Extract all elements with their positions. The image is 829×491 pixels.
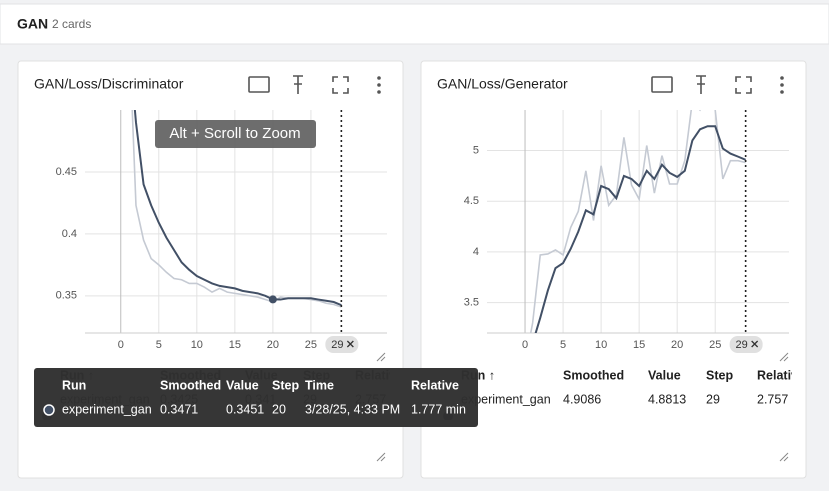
x-tick-label: 10 — [191, 339, 203, 351]
fit-domain-button[interactable] — [651, 76, 673, 93]
fullscreen-button[interactable] — [735, 76, 752, 94]
header-bar — [0, 3, 829, 45]
pin-button[interactable] — [696, 75, 706, 94]
table-cell: experiment_gan — [461, 392, 551, 406]
pin-button[interactable] — [293, 75, 303, 94]
tooltip-header: Smoothed — [160, 378, 221, 392]
x-tick-label: 15 — [633, 339, 645, 351]
card-count: 2 cards — [52, 17, 91, 31]
tooltip-cell: 1.777 min — [411, 402, 466, 416]
tooltip-bg — [34, 368, 478, 427]
step-chip-label: 29 — [331, 339, 343, 351]
tooltip-cell: 0.3471 — [160, 402, 198, 416]
tooltip-cell: 3/28/25, 4:33 PM — [305, 402, 400, 416]
tooltip-header: Relative — [411, 378, 459, 392]
table-cell: 29 — [706, 392, 720, 406]
fit-domain-button[interactable] — [248, 76, 270, 93]
smoothed-line — [534, 125, 747, 333]
zoom-hint: Alt + Scroll to Zoom — [169, 125, 300, 142]
table-cell: 4.9086 — [563, 392, 601, 406]
step-chip-label: 29 — [736, 339, 748, 351]
x-tick-label: 5 — [156, 339, 162, 351]
y-tick-label: 0.4 — [62, 228, 77, 240]
tooltip-cell: experiment_gan — [62, 402, 152, 416]
table-header: Relative — [757, 368, 805, 382]
resize-handle[interactable] — [376, 352, 789, 462]
tooltip-header: Step — [272, 378, 299, 392]
tooltip-cell: 0.3451 — [226, 402, 264, 416]
x-tick-label: 10 — [595, 339, 607, 351]
card-title: GAN/Loss/Generator — [437, 76, 568, 92]
table-cell: 4.8813 — [648, 392, 686, 406]
table-header: Smoothed — [563, 368, 624, 382]
step-chip-close — [346, 340, 354, 348]
card-title: GAN/Loss/Discriminator — [34, 76, 184, 92]
more-menu[interactable] — [377, 76, 784, 94]
x-tick-label: 0 — [118, 339, 124, 351]
tooltip-header: Time — [305, 378, 334, 392]
card — [420, 60, 807, 479]
fullscreen-button[interactable] — [332, 76, 349, 94]
tooltip-cell: 20 — [272, 402, 286, 416]
y-tick-label: 5 — [473, 144, 479, 156]
step-chip-close — [751, 340, 759, 348]
y-tick-label: 0.45 — [56, 166, 77, 178]
zoom-hint-bg — [155, 120, 316, 148]
step-chip — [729, 336, 763, 353]
group-title: GAN — [17, 16, 48, 32]
y-tick-label: 4.5 — [464, 195, 479, 207]
card-toolbar — [248, 75, 752, 94]
smoothed-line — [133, 110, 342, 307]
chart: 0.35 0.4 0.45 0 5 10 15 20 25 29 — [56, 110, 387, 353]
x-tick-label: 5 — [560, 339, 566, 351]
cursor-point — [268, 295, 277, 304]
tooltip-header: Run — [62, 378, 86, 392]
y-tick-label: 0.35 — [56, 290, 77, 302]
tooltip-header: Value — [226, 378, 259, 392]
x-tick-label: 15 — [229, 339, 241, 351]
x-tick-label: 20 — [267, 339, 279, 351]
y-tick-label: 4 — [473, 246, 479, 258]
x-tick-label: 25 — [709, 339, 721, 351]
tooltip: Run Smoothed Value Step Time Relative experime… — [34, 368, 478, 427]
x-tick-label: 25 — [305, 339, 317, 351]
y-tick-label: 3.5 — [464, 296, 479, 308]
run-color — [43, 404, 55, 416]
step-chip — [325, 336, 359, 353]
table-header: Value — [648, 368, 681, 382]
charts: 0.35 0.4 0.45 0 5 10 15 20 25 29 3.5 4 4.5 5 0 5 10 15 20 2… — [56, 110, 789, 353]
chart: 3.5 4 4.5 5 0 5 10 15 20 25 29 — [464, 110, 789, 353]
x-tick-label: 20 — [671, 339, 683, 351]
tables: Run ↑ Smoothed Value Step Relativeexperiment… — [34, 368, 812, 427]
table-header: Step — [706, 368, 733, 382]
table-cell: 2.757 min — [757, 392, 812, 406]
x-tick-label: 0 — [522, 339, 528, 351]
raw-line — [529, 110, 746, 333]
